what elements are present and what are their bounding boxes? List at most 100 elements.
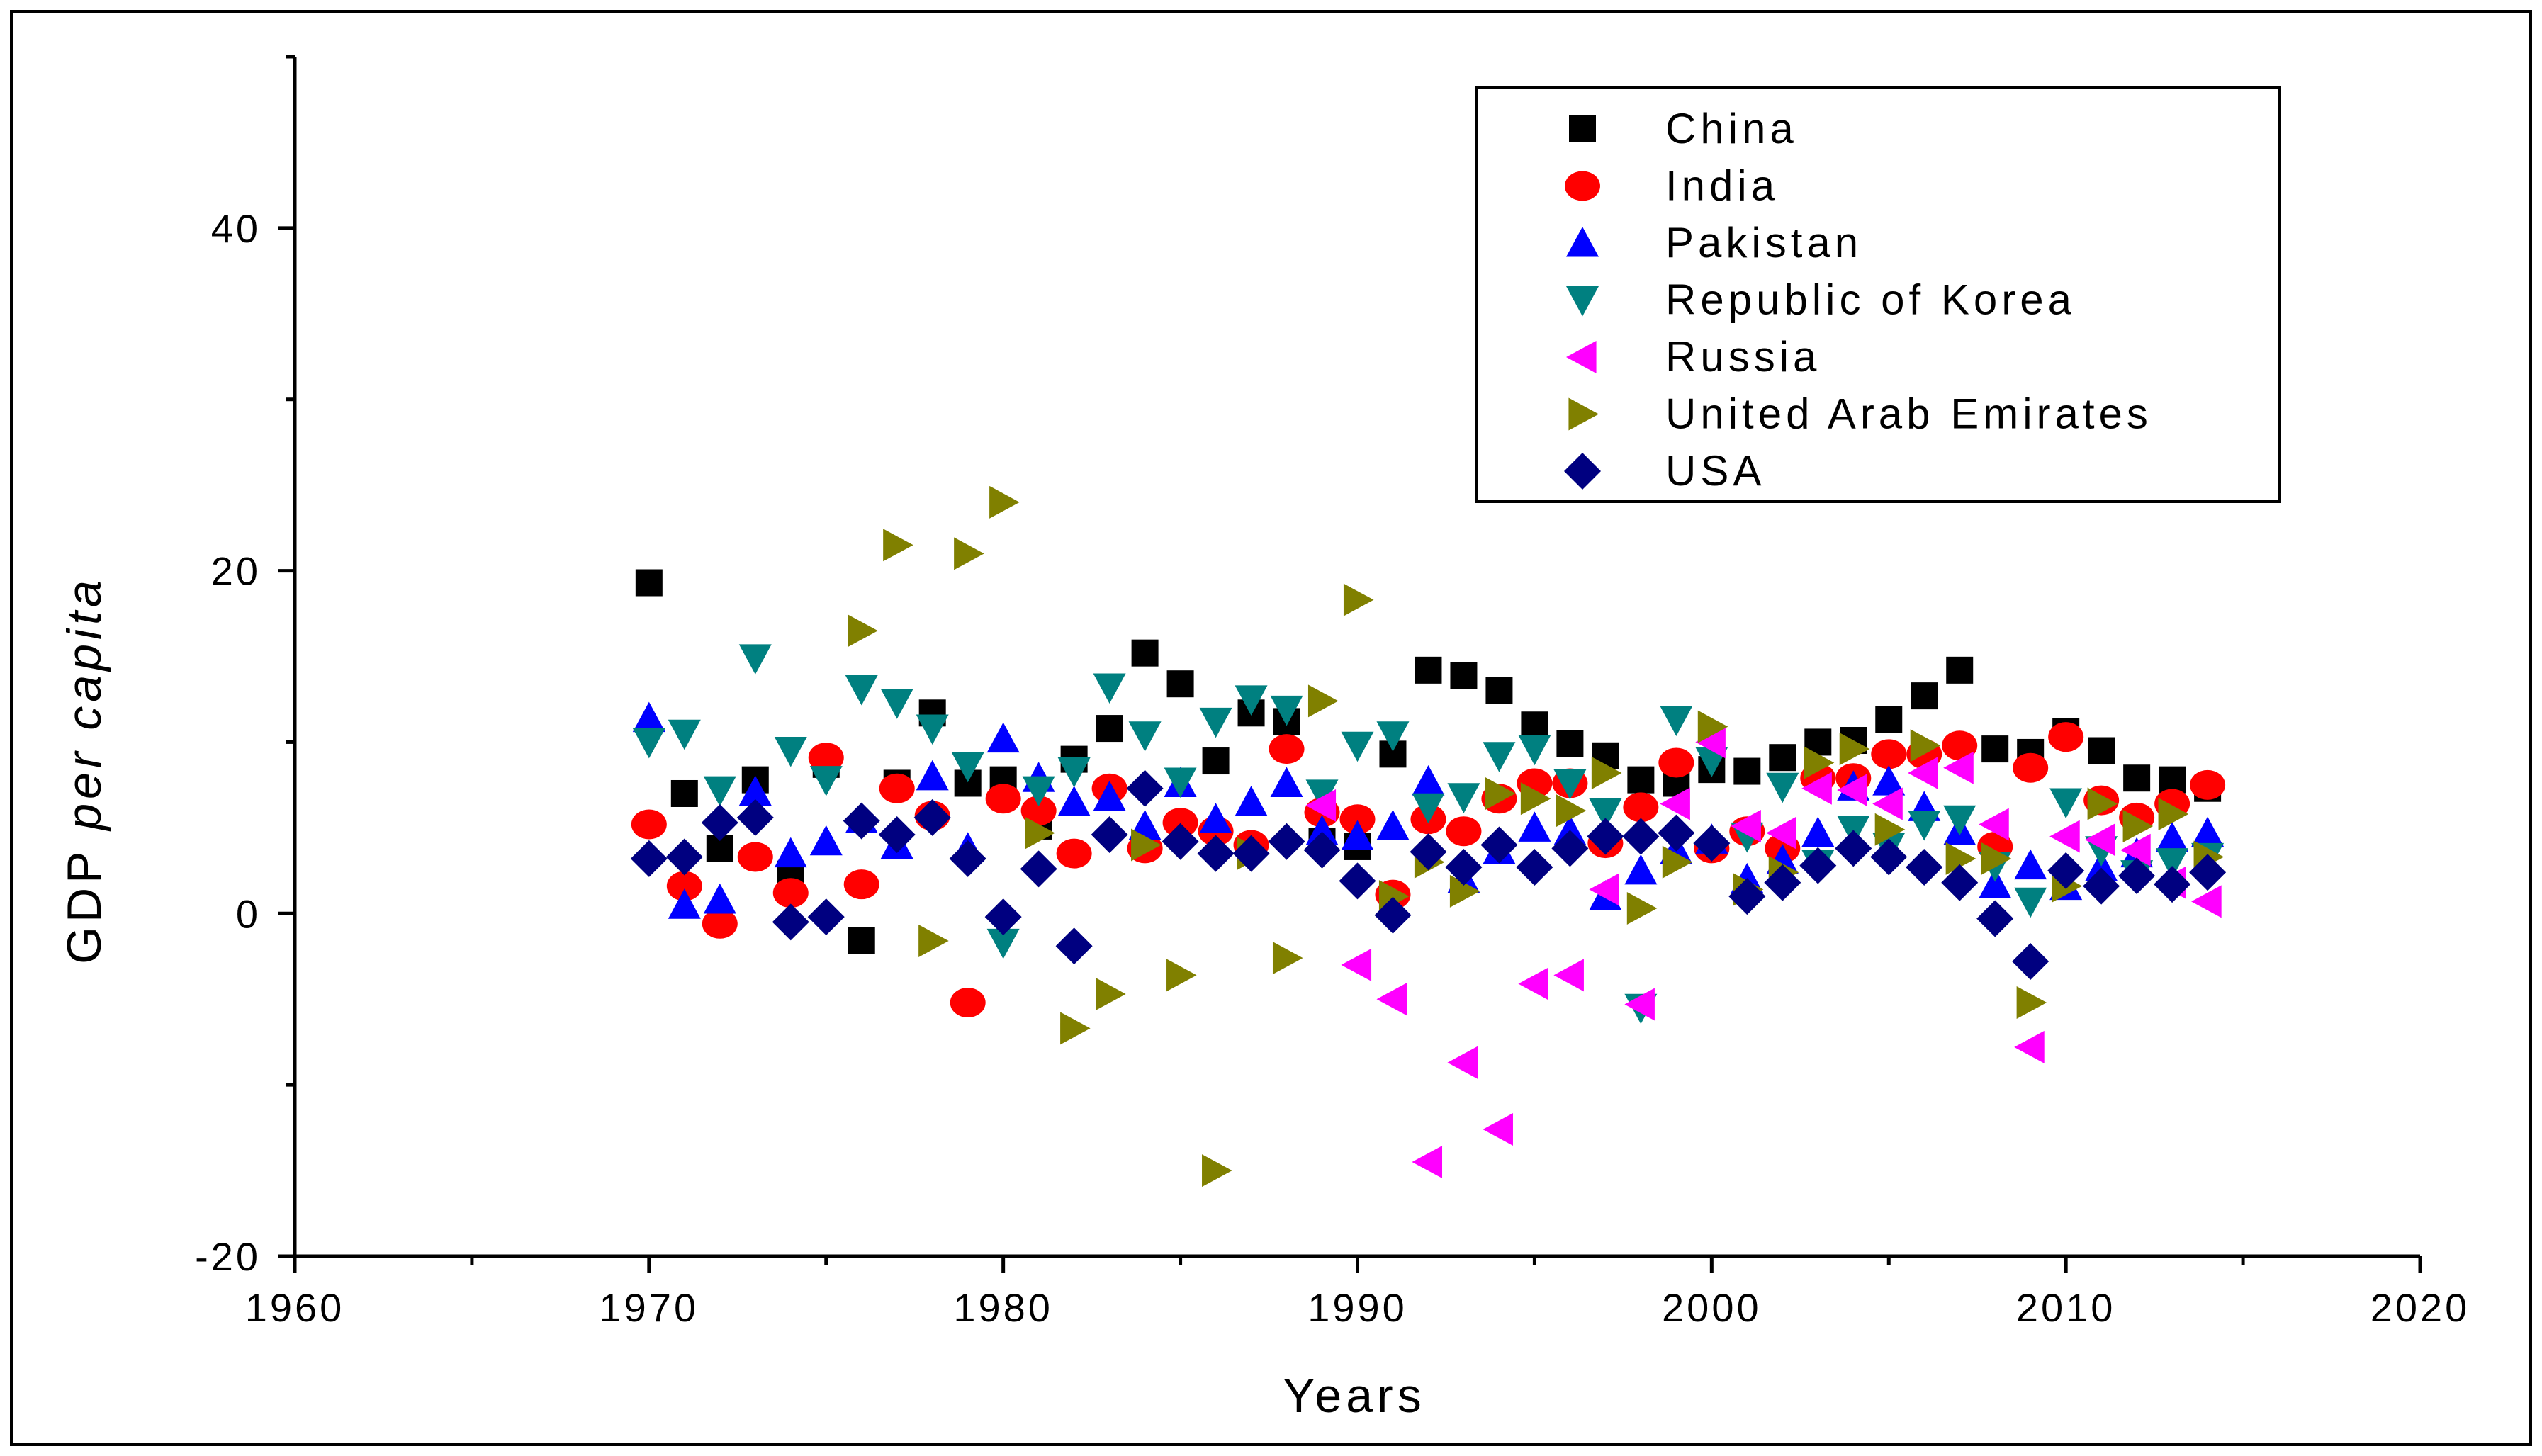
data-point-republic-of-korea (632, 728, 665, 759)
data-point-usa (1728, 878, 1766, 915)
data-point-india (666, 871, 702, 901)
data-point-russia (1305, 789, 1337, 822)
data-point-pakistan (2191, 816, 2225, 847)
x-tick-label: 2010 (2016, 1285, 2116, 1330)
data-point-china (1166, 670, 1194, 698)
data-point-republic-of-korea (1376, 721, 1410, 752)
data-point-russia (1447, 1046, 1478, 1079)
data-point-usa (772, 903, 809, 941)
data-point-pakistan (1979, 868, 2012, 898)
data-point-united-arab-emirates (2016, 986, 2047, 1020)
data-point-russia (1837, 774, 1867, 807)
data-point-republic-of-korea (1943, 805, 1976, 836)
data-point-usa (1693, 825, 1731, 862)
data-point-russia (1943, 751, 1974, 784)
data-point-pakistan (668, 888, 701, 919)
x-tick-label: 2000 (1662, 1285, 1762, 1330)
legend: China India Pakistan Republic of Korea Russi… (1475, 86, 2281, 503)
data-point-china (1875, 706, 1903, 733)
data-point-usa (1445, 848, 1483, 886)
data-point-usa (1374, 896, 1412, 934)
data-point-pakistan (703, 883, 736, 914)
data-point-india (1623, 792, 1659, 823)
y-tick-label: 40 (211, 206, 261, 251)
legend-label-pakistan: Pakistan (1665, 219, 1862, 266)
data-point-united-arab-emirates (1591, 756, 1622, 789)
data-point-pakistan (1270, 767, 1303, 798)
data-point-usa (665, 838, 703, 876)
data-point-india (772, 878, 809, 908)
data-point-pakistan (1376, 809, 1410, 840)
data-point-china (1202, 747, 1230, 775)
data-point-republic-of-korea (1057, 757, 1091, 788)
data-point-pakistan (1624, 854, 1658, 885)
data-point-usa (1339, 862, 1376, 900)
legend-label-republic-of-korea: Republic of Korea (1665, 276, 2076, 324)
data-point-russia (1695, 726, 1726, 759)
data-point-china (670, 779, 698, 807)
data-point-united-arab-emirates (1166, 959, 1197, 992)
data-point-china (1415, 656, 1442, 684)
x-tick-label: 1990 (1307, 1285, 1407, 1330)
data-point-russia (1766, 816, 1796, 850)
data-point-usa (1091, 816, 1128, 854)
data-point-usa (2012, 943, 2049, 981)
data-point-usa (1162, 823, 1199, 860)
data-point-india (1339, 804, 1376, 835)
data-point-republic-of-korea (1341, 731, 1374, 762)
data-point-united-arab-emirates (848, 614, 878, 648)
data-point-usa (1020, 850, 1057, 888)
data-point-republic-of-korea (1305, 779, 1339, 810)
data-point-pakistan (1305, 815, 1339, 845)
data-point-republic-of-korea (1589, 798, 1622, 829)
data-point-usa (1658, 814, 1695, 852)
data-point-republic-of-korea (2014, 887, 2047, 918)
data-point-china (1946, 656, 1974, 684)
data-point-india (737, 842, 773, 872)
data-point-usa (913, 798, 951, 836)
data-point-united-arab-emirates (1662, 845, 1693, 879)
data-point-usa (2083, 867, 2120, 905)
data-point-republic-of-korea (1908, 810, 1941, 841)
data-point-united-arab-emirates (1981, 842, 2012, 875)
data-point-china (1485, 677, 1513, 704)
x-tick-label: 1960 (245, 1285, 345, 1330)
data-point-india (808, 743, 844, 773)
data-point-republic-of-korea (1093, 673, 1126, 704)
data-point-russia (1801, 772, 1832, 805)
data-point-usa (2154, 866, 2191, 903)
data-point-republic-of-korea (1022, 776, 1055, 807)
y-tick-label: 0 (236, 891, 261, 936)
y-axis-title-italic: per capita (57, 576, 111, 832)
data-point-republic-of-korea (1270, 695, 1303, 726)
data-point-united-arab-emirates (1060, 1012, 1091, 1045)
data-point-usa (1055, 927, 1093, 965)
data-point-usa (984, 898, 1022, 936)
data-point-republic-of-korea (703, 776, 736, 807)
data-point-india (1162, 808, 1198, 838)
data-point-pakistan (738, 775, 772, 806)
data-point-republic-of-korea (1235, 685, 1268, 716)
data-point-pakistan (1199, 803, 1232, 833)
legend-marker-china (1569, 115, 1596, 142)
legend-marker-pakistan (1566, 227, 1599, 257)
data-point-republic-of-korea (2156, 848, 2189, 879)
data-point-republic-of-korea (1766, 772, 1799, 803)
data-point-china (1981, 735, 2009, 763)
data-point-russia (2191, 885, 2222, 918)
data-point-usa (949, 840, 986, 877)
data-point-united-arab-emirates (1910, 729, 1941, 762)
data-point-pakistan (632, 701, 665, 733)
data-point-pakistan (1093, 780, 1126, 811)
data-point-pakistan (1235, 786, 1268, 816)
legend-label-united-arab-emirates: United Arab Emirates (1665, 390, 2152, 438)
data-point-china (1521, 711, 1548, 739)
data-point-republic-of-korea (809, 766, 843, 796)
data-point-usa (736, 798, 774, 836)
legend-marker-india (1565, 171, 1600, 201)
data-point-china (2088, 737, 2115, 764)
data-point-pakistan (1057, 786, 1091, 816)
data-point-china (1769, 744, 1796, 772)
data-point-india (985, 784, 1021, 814)
